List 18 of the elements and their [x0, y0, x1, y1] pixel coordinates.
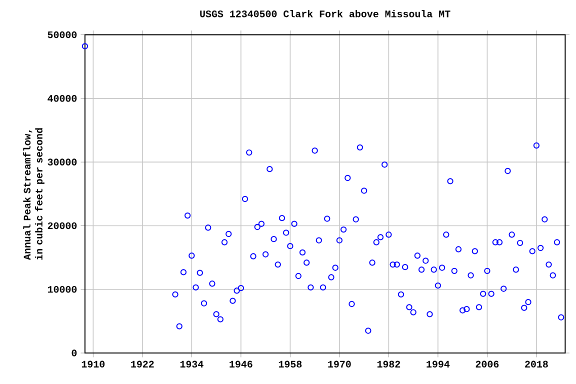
x-tick-label: 2006 — [476, 360, 499, 368]
x-tick-label: 1946 — [230, 360, 252, 368]
x-tick-label: 1970 — [328, 360, 351, 368]
x-tick-label: 1994 — [426, 360, 450, 368]
x-tick-label: 1910 — [82, 360, 105, 368]
y-tick-label: 40000 — [48, 95, 77, 102]
x-tick-label: 1958 — [278, 360, 302, 368]
y-tick-label: 10000 — [48, 286, 77, 293]
y-tick-label: 0 — [72, 350, 77, 356]
y-tick-label: 50000 — [48, 31, 77, 38]
x-tick-label: 1922 — [131, 360, 154, 368]
y-axis-title: Annual Peak Streamflow, in cubic feet per second — [23, 128, 44, 260]
x-tick-label: 1982 — [377, 360, 400, 368]
x-tick-label: 2018 — [525, 360, 548, 368]
y-tick-label: 30000 — [48, 158, 77, 166]
x-tick-label: 1934 — [180, 360, 204, 368]
chart-title: USGS 12340500 Clark Fork above Missoula MT — [200, 10, 450, 18]
y-tick-label: 20000 — [48, 222, 77, 230]
